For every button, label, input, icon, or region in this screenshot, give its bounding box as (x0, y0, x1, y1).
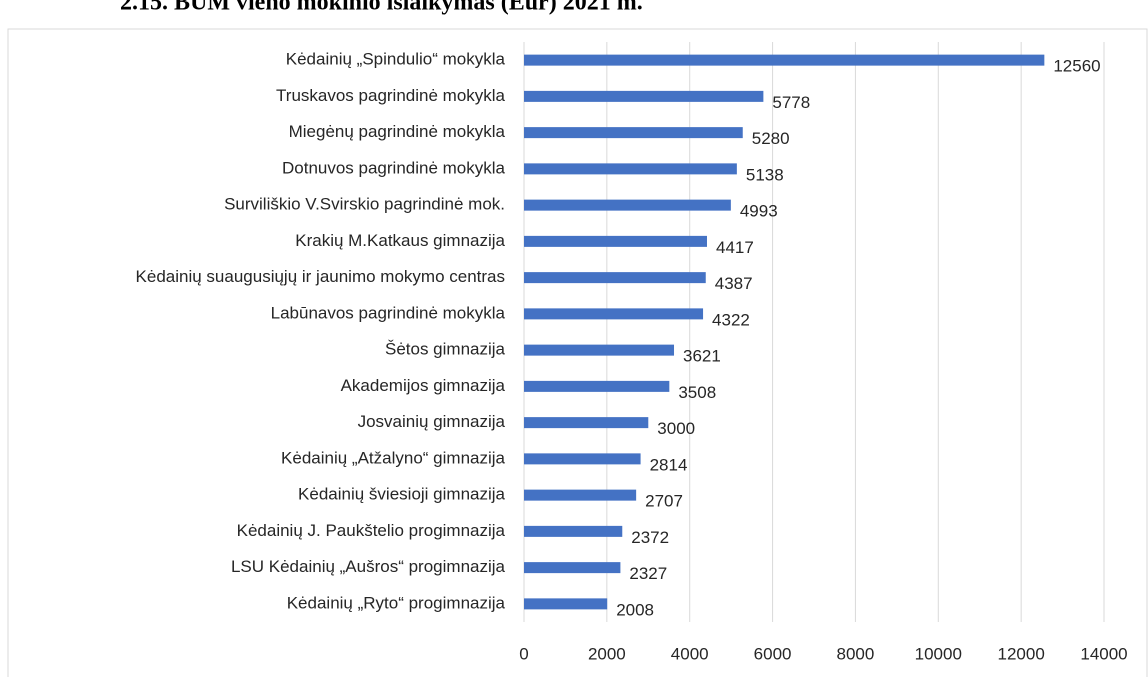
y-tick-label: Miegėnų pagrindinė mokykla (289, 122, 506, 141)
bar (524, 308, 704, 320)
bar (524, 235, 707, 247)
y-tick-label: Labūnavos pagrindinė mokykla (271, 303, 506, 322)
x-tick-label: 6000 (754, 644, 792, 663)
y-tick-label: Kėdainių J. Paukštelio progimnazija (237, 521, 506, 540)
x-tick-label: 12000 (998, 644, 1045, 663)
data-label: 2707 (645, 492, 683, 511)
data-label: 2327 (629, 564, 667, 583)
bar (524, 598, 608, 610)
data-label: 5138 (746, 165, 784, 184)
data-label: 4387 (715, 274, 753, 293)
data-label: 5778 (772, 93, 810, 112)
x-tick-label: 2000 (588, 644, 626, 663)
y-tick-label: Kėdainių šviesioji gimnazija (298, 485, 505, 504)
data-label: 4322 (712, 310, 750, 329)
data-label: 4417 (716, 238, 754, 257)
y-tick-label: Kėdainių „Atžalyno“ gimnazija (281, 448, 505, 467)
data-label: 4993 (740, 202, 778, 221)
title-clip (0, 0, 1148, 22)
bar (524, 163, 737, 175)
y-tick-label: Kėdainių „Ryto“ progimnazija (287, 593, 506, 612)
data-label: 3621 (683, 347, 721, 366)
bar (524, 344, 675, 356)
y-tick-label: Surviliškio V.Svirskio pagrindinė mok. (224, 195, 505, 214)
bar (524, 272, 706, 284)
y-tick-label: Akademijos gimnazija (341, 376, 506, 395)
data-label: 2008 (616, 600, 654, 619)
bar (524, 199, 731, 211)
x-tick-label: 0 (519, 644, 528, 663)
x-tick-label: 14000 (1080, 644, 1127, 663)
data-label: 3508 (678, 383, 716, 402)
bar (524, 127, 743, 139)
x-tick-label: 8000 (837, 644, 875, 663)
x-tick-label: 10000 (915, 644, 962, 663)
y-tick-label: Kėdainių „Spindulio“ mokykla (286, 50, 506, 69)
y-tick-label: Kėdainių suaugusiųjų ir jaunimo mokymo c… (136, 267, 505, 286)
bar (524, 417, 649, 429)
x-tick-label: 4000 (671, 644, 709, 663)
data-label: 2372 (631, 528, 669, 547)
bar (524, 90, 764, 102)
chart-title: 2.15. BUM vieno mokinio išlaikymas (Eur)… (120, 0, 643, 16)
y-tick-label: Dotnuvos pagrindinė mokykla (282, 158, 506, 177)
bar (524, 562, 621, 574)
data-label: 12560 (1053, 57, 1100, 76)
bar (524, 54, 1045, 66)
bar (524, 525, 623, 537)
y-tick-label: Truskavos pagrindinė mokykla (276, 86, 506, 105)
y-tick-label: Šėtos gimnazija (385, 340, 506, 359)
bar (524, 453, 641, 465)
y-tick-label: Krakių M.Katkaus gimnazija (295, 231, 505, 250)
chart-frame (7, 28, 1148, 677)
y-tick-label: LSU Kėdainių „Aušros“ progimnazija (231, 557, 506, 576)
data-label: 3000 (657, 419, 695, 438)
y-tick-label: Josvainių gimnazija (358, 412, 506, 431)
data-label: 2814 (650, 455, 688, 474)
bar (524, 489, 637, 501)
bar (524, 380, 670, 392)
data-label: 5280 (752, 129, 790, 148)
